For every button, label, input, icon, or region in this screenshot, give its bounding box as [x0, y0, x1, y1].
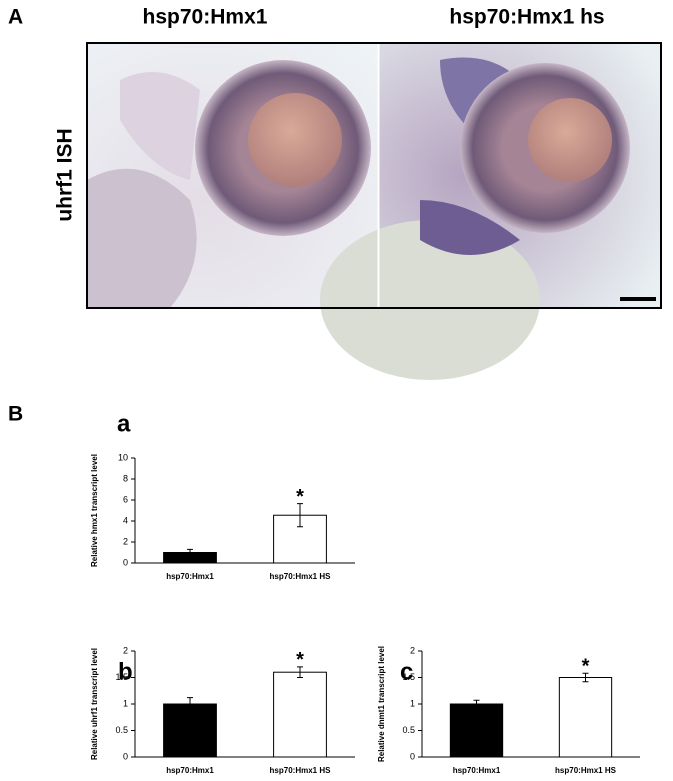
y-tick-label: 8	[123, 473, 128, 483]
x-tick-label: hsp70:Hmx1 HS	[555, 766, 617, 775]
y-tick-label: 1	[410, 698, 415, 708]
bar	[449, 703, 504, 758]
y-tick-label: 2	[123, 645, 128, 655]
x-tick-label: hsp70:Hmx1	[166, 766, 214, 775]
y-tick-label: 0	[123, 557, 128, 567]
y-tick-label: 0.5	[115, 725, 128, 735]
error-bar	[187, 548, 193, 557]
error-bar	[187, 697, 193, 711]
y-tick-label: 4	[123, 515, 128, 525]
y-tick-label: 0.5	[402, 725, 415, 735]
y-tick-label: 1.5	[402, 672, 415, 682]
bar	[558, 677, 613, 758]
y-axis-label: Relative hmx1 transcript level	[90, 454, 99, 567]
image-frame	[86, 42, 662, 309]
panel-letter: c	[400, 658, 413, 685]
image-title: hsp70:Hmx1	[143, 6, 268, 29]
micrograph	[87, 43, 378, 308]
x-tick-label: hsp70:Hmx1	[166, 572, 214, 581]
micrograph	[320, 43, 661, 380]
significance-marker: *	[582, 656, 590, 678]
error-bar	[297, 503, 303, 528]
significance-marker: *	[296, 649, 304, 671]
significance-marker: *	[296, 486, 304, 508]
y-axis-label: Relative dnmt1 transcript level	[377, 646, 386, 762]
y-tick-label: 1.5	[115, 672, 128, 682]
y-tick-label: 0	[410, 751, 415, 761]
bar	[273, 671, 327, 758]
error-bar	[582, 672, 589, 683]
y-tick-label: 2	[123, 536, 128, 546]
x-tick-label: hsp70:Hmx1 HS	[270, 766, 332, 775]
panel-label: A	[8, 6, 23, 29]
panel-label: B	[8, 403, 23, 426]
y-tick-label: 0	[123, 751, 128, 761]
y-tick-label: 10	[118, 452, 128, 462]
panel-letter: a	[117, 410, 131, 437]
bar	[163, 703, 217, 758]
x-tick-label: hsp70:Hmx1	[453, 766, 501, 775]
error-bar	[473, 699, 480, 709]
image-ylabel: uhrf1 ISH	[54, 128, 77, 221]
panel-letter: b	[118, 658, 133, 685]
error-bar	[297, 666, 303, 678]
y-tick-label: 1	[123, 698, 128, 708]
image-title: hsp70:Hmx1 hs	[449, 6, 604, 29]
y-tick-label: 6	[123, 494, 128, 504]
y-axis-label: Relative uhrf1 transcript level	[90, 648, 99, 760]
x-tick-label: hsp70:Hmx1 HS	[270, 572, 332, 581]
y-tick-label: 2	[410, 645, 415, 655]
